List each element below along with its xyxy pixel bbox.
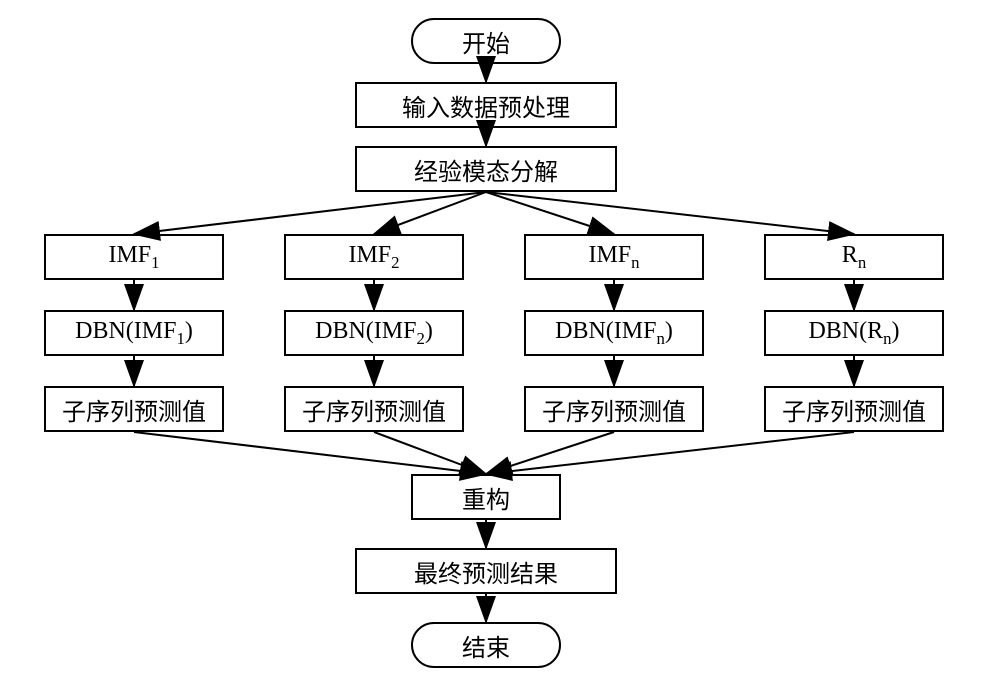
node-end: 结束	[411, 622, 561, 668]
label: 最终预测结果	[414, 554, 558, 589]
label: IMF1	[108, 242, 159, 273]
label: 子序列预测值	[782, 392, 926, 427]
node-pred2: 子序列预测值	[284, 386, 464, 432]
node-final: 最终预测结果	[355, 548, 617, 594]
node-start: 开始	[411, 18, 561, 64]
node-pred4: 子序列预测值	[764, 386, 944, 432]
label: 输入数据预处理	[402, 88, 570, 123]
label: 子序列预测值	[62, 392, 206, 427]
node-dbn2: DBN(IMF2)	[284, 310, 464, 356]
label: 重构	[462, 480, 510, 515]
label: IMFn	[588, 242, 639, 273]
label: 结束	[462, 628, 510, 663]
label: 子序列预测值	[302, 392, 446, 427]
node-pred1: 子序列预测值	[44, 386, 224, 432]
node-preprocess: 输入数据预处理	[355, 82, 617, 128]
label: Rn	[842, 242, 866, 273]
node-imfn: IMFn	[524, 234, 704, 280]
node-recon: 重构	[411, 474, 561, 520]
node-rn: Rn	[764, 234, 944, 280]
node-dbn1: DBN(IMF1)	[44, 310, 224, 356]
node-imf1: IMF1	[44, 234, 224, 280]
label: DBN(IMF1)	[75, 318, 193, 349]
label: DBN(IMF2)	[315, 318, 433, 349]
label: 开始	[462, 24, 510, 59]
node-dbn4: DBN(Rn)	[764, 310, 944, 356]
node-dbn3: DBN(IMFn)	[524, 310, 704, 356]
node-imf2: IMF2	[284, 234, 464, 280]
label: DBN(IMFn)	[555, 318, 673, 349]
label: DBN(Rn)	[808, 318, 899, 349]
node-pred3: 子序列预测值	[524, 386, 704, 432]
label: 子序列预测值	[542, 392, 686, 427]
label: IMF2	[348, 242, 399, 273]
node-emd: 经验模态分解	[355, 146, 617, 192]
label: 经验模态分解	[414, 152, 558, 187]
